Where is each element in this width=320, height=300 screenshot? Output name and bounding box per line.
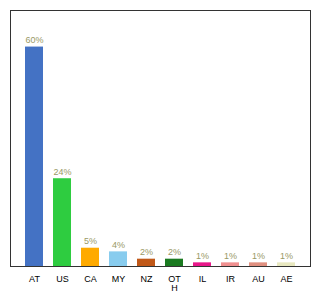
svg-text:AU: AU bbox=[252, 274, 265, 284]
svg-text:AT: AT bbox=[29, 274, 40, 284]
svg-text:OTH: OTH bbox=[168, 274, 181, 293]
svg-text:CA: CA bbox=[84, 274, 97, 284]
svg-text:AE: AE bbox=[280, 274, 292, 284]
svg-text:1%: 1% bbox=[280, 251, 293, 261]
svg-text:60%: 60% bbox=[25, 35, 43, 45]
svg-text:IL: IL bbox=[199, 274, 207, 284]
svg-text:US: US bbox=[56, 274, 69, 284]
svg-text:24%: 24% bbox=[53, 167, 71, 177]
svg-text:2%: 2% bbox=[140, 247, 153, 257]
svg-text:4%: 4% bbox=[112, 240, 125, 250]
svg-text:1%: 1% bbox=[224, 251, 237, 261]
svg-text:MY: MY bbox=[112, 274, 126, 284]
svg-text:1%: 1% bbox=[252, 251, 265, 261]
svg-text:NZ: NZ bbox=[141, 274, 153, 284]
svg-text:IR: IR bbox=[226, 274, 236, 284]
svg-text:1%: 1% bbox=[196, 251, 209, 261]
svg-text:5%: 5% bbox=[84, 236, 97, 246]
svg-text:2%: 2% bbox=[168, 247, 181, 257]
